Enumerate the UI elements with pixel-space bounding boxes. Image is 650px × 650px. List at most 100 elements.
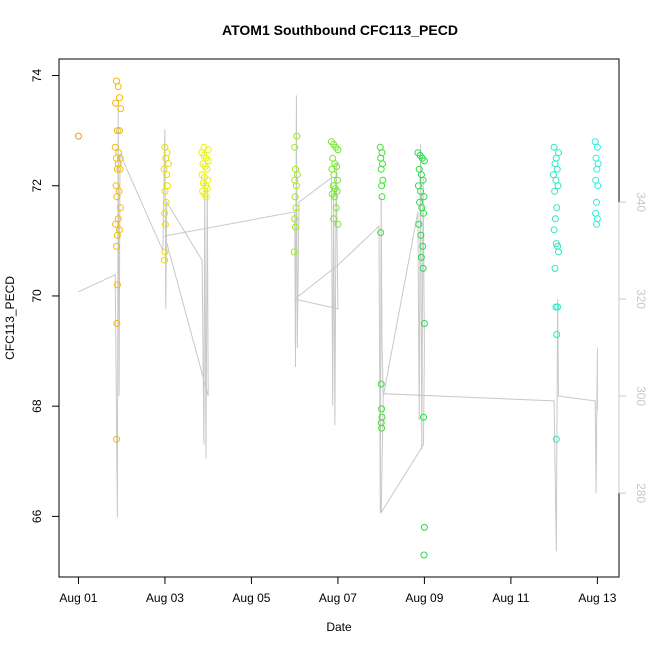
chart-title: ATOM1 Southbound CFC113_PECD	[222, 22, 458, 38]
scatter-point	[334, 146, 342, 154]
scatter-point	[161, 220, 169, 228]
scatter-point	[593, 165, 601, 173]
y-tick-label: 68	[30, 399, 44, 413]
scatter-point	[334, 176, 341, 184]
scatter-point	[593, 215, 601, 223]
plot-frame	[58, 58, 620, 578]
scatter-point	[420, 209, 427, 217]
scatter-point	[291, 143, 299, 151]
scatter-point	[161, 248, 169, 256]
scatter-point	[377, 229, 385, 237]
scatter-point	[419, 176, 427, 184]
scatter-point	[332, 204, 340, 212]
scatter-point	[116, 204, 124, 212]
scatter-point	[417, 187, 424, 195]
scatter-point	[330, 215, 338, 223]
scatter-point	[420, 193, 428, 201]
x-axis: Aug 01 Aug 03 Aug 05 Aug 07 Aug 09 Aug 11 Aug …	[59, 576, 617, 605]
right-axis-line-series	[78, 95, 598, 552]
right-tick-label: 300	[634, 386, 648, 406]
scatter-point	[550, 226, 558, 234]
y-tick-label: 70	[30, 289, 44, 303]
scatter-point	[553, 331, 561, 338]
scatter-point	[330, 171, 338, 179]
scatter-point	[550, 143, 558, 151]
scatter-point	[555, 149, 562, 157]
scatter-point	[415, 220, 423, 228]
y-axis-label: CFC113_PECD	[3, 276, 17, 360]
scatter-point	[160, 165, 168, 173]
y-axis: 66 68 70 72 74	[30, 69, 60, 523]
scatter-point	[593, 220, 600, 228]
scatter-point	[204, 146, 212, 154]
scatter-point	[162, 154, 170, 162]
scatter-point	[164, 182, 171, 190]
y-tick-label: 72	[30, 179, 44, 193]
scatter-point	[593, 198, 600, 206]
scatter-point	[377, 165, 385, 173]
scatter-point	[113, 320, 121, 327]
scatter-point	[203, 165, 211, 173]
scatter-point	[378, 424, 386, 432]
scatter-point	[113, 165, 121, 173]
scatter-point	[292, 204, 300, 212]
right-tick-label: 320	[634, 289, 648, 309]
scatter-point	[420, 413, 427, 421]
scatter-point	[117, 105, 125, 113]
scatter-point	[292, 223, 299, 231]
scatter-point	[419, 264, 427, 272]
scatter-points	[75, 77, 602, 559]
scatter-point	[419, 242, 427, 250]
scatter-point	[116, 127, 123, 135]
scatter-point	[113, 127, 121, 135]
scatter-point	[551, 264, 559, 272]
scatter-point	[112, 99, 120, 107]
scatter-point	[113, 77, 120, 85]
scatter-point	[114, 215, 122, 223]
scatter-point	[113, 231, 121, 239]
scatter-point	[161, 256, 168, 264]
x-tick-label: Aug 09	[405, 591, 443, 605]
scatter-point	[116, 94, 123, 102]
x-axis-label: Date	[326, 620, 352, 634]
scatter-point	[164, 160, 172, 168]
scatter-point	[161, 187, 169, 195]
y-tick-label: 74	[30, 69, 44, 83]
scatter-point	[420, 320, 428, 327]
scatter-point	[593, 143, 601, 151]
scatter-point	[417, 231, 425, 239]
scatter-point	[114, 83, 122, 91]
scatter-point	[116, 165, 124, 173]
scatter-point	[551, 187, 559, 195]
scatter-point	[378, 405, 386, 413]
scatter-point	[594, 182, 602, 190]
scatter-point	[113, 193, 121, 201]
scatter-point	[113, 242, 120, 250]
scatter-point	[549, 171, 557, 179]
scatter-point	[113, 435, 120, 443]
x-tick-label: Aug 01	[59, 591, 97, 605]
scatter-point	[111, 143, 119, 151]
scatter-point	[163, 171, 171, 179]
scatter-point	[378, 182, 386, 190]
scatter-point	[553, 165, 561, 173]
scatter-point	[420, 157, 428, 165]
scatter-point	[334, 220, 342, 228]
scatter-point	[377, 380, 385, 388]
scatter-point	[291, 215, 299, 223]
scatter-point	[112, 182, 120, 190]
x-tick-label: Aug 05	[232, 591, 270, 605]
scatter-point	[378, 193, 386, 201]
right-axis: 280 300 320 340	[618, 192, 648, 503]
scatter-point	[293, 132, 301, 140]
x-tick-label: Aug 11	[492, 591, 529, 605]
scatter-point	[331, 193, 338, 201]
scatter-point	[555, 248, 562, 256]
scatter-point	[417, 253, 425, 261]
scatter-point	[161, 209, 168, 217]
scatter-point	[112, 220, 120, 228]
scatter-point	[553, 204, 561, 212]
right-tick-label: 340	[634, 192, 648, 212]
x-tick-label: Aug 13	[578, 591, 616, 605]
